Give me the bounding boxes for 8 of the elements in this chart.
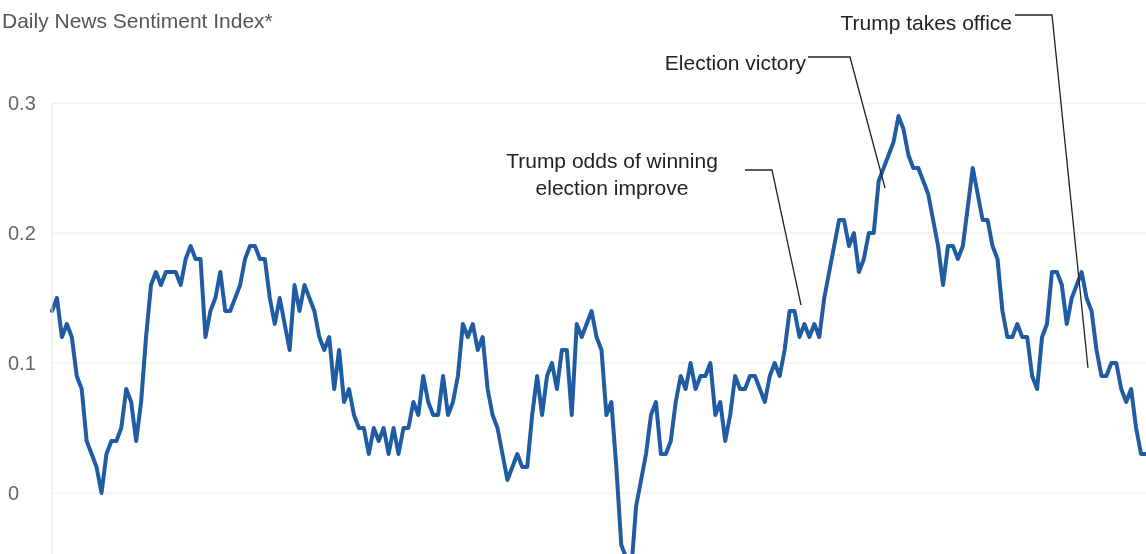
y-tick-label: 0.1 <box>8 352 36 374</box>
text: Trump takes office <box>840 11 1012 34</box>
y-tick-label: 0.3 <box>8 92 36 114</box>
annotation: Trump odds of winning election improve <box>506 149 718 199</box>
text: Election victory <box>664 51 807 74</box>
chart-title: Daily News Sentiment Index* <box>2 9 273 32</box>
y-tick-label: 0 <box>8 482 20 504</box>
y-tick-label: 0.2 <box>8 222 36 244</box>
